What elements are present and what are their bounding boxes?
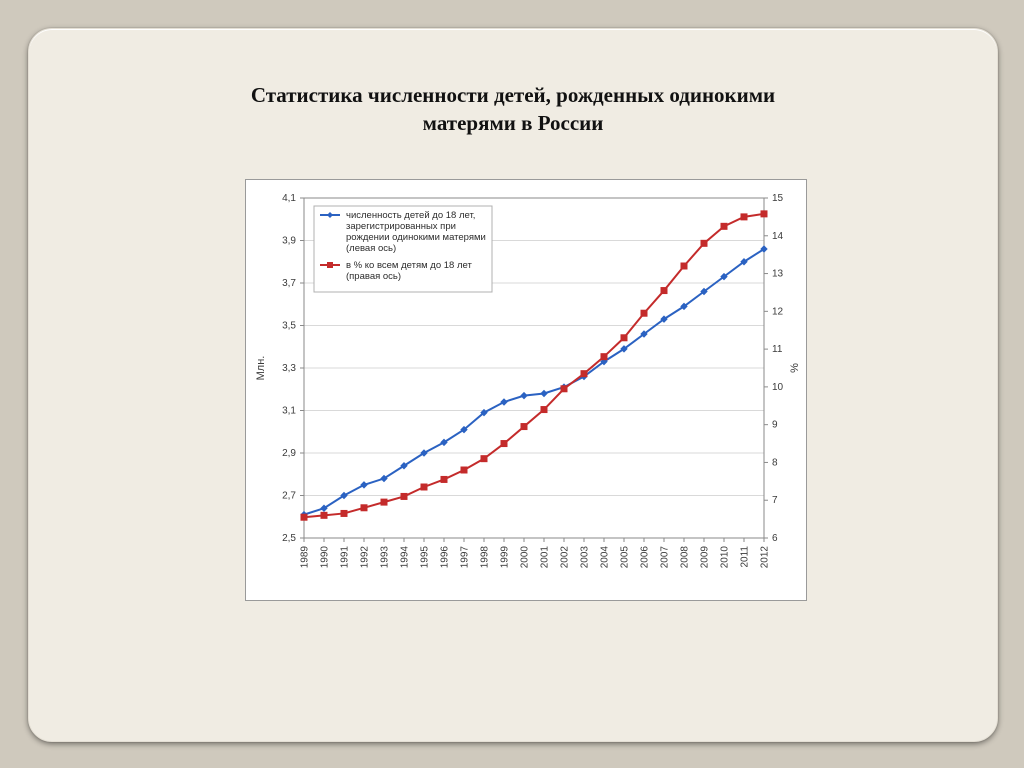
svg-text:1997: 1997 [460, 546, 471, 569]
line-chart: 2,5 2,7 2,9 3,1 3,3 3,5 3,7 3,9 4,1 6 7 8 9 10 11 12 13 1… [246, 180, 806, 600]
svg-text:зарегистрированных при: зарегистрированных при [346, 221, 456, 232]
svg-text:2009: 2009 [700, 546, 711, 569]
svg-text:6: 6 [772, 533, 778, 544]
svg-text:2,9: 2,9 [282, 448, 296, 459]
svg-text:2012: 2012 [760, 546, 771, 569]
svg-text:Млн.: Млн. [255, 356, 267, 381]
svg-text:3,5: 3,5 [282, 321, 296, 332]
svg-text:2,5: 2,5 [282, 533, 296, 544]
svg-text:2002: 2002 [560, 546, 571, 569]
svg-text:3,1: 3,1 [282, 406, 296, 417]
svg-text:1993: 1993 [380, 546, 391, 569]
svg-text:(левая ось): (левая ось) [346, 243, 396, 254]
title-line-1: Статистика численности детей, рожденных … [251, 83, 775, 107]
svg-text:13: 13 [772, 269, 784, 280]
svg-text:рождении одинокими матерями: рождении одинокими матерями [346, 232, 486, 243]
svg-text:12: 12 [772, 306, 784, 317]
svg-text:(правая ось): (правая ось) [346, 271, 401, 282]
svg-text:9: 9 [772, 420, 778, 431]
svg-text:2001: 2001 [540, 546, 551, 569]
svg-text:2007: 2007 [660, 546, 671, 569]
svg-text:1989: 1989 [300, 546, 311, 569]
slide-frame: Статистика численности детей, рожденных … [28, 28, 998, 742]
svg-text:1991: 1991 [340, 546, 351, 569]
svg-text:14: 14 [772, 231, 784, 242]
svg-text:2008: 2008 [680, 546, 691, 569]
svg-text:10: 10 [772, 382, 784, 393]
svg-text:15: 15 [772, 193, 784, 204]
svg-text:2006: 2006 [640, 546, 651, 569]
svg-text:3,3: 3,3 [282, 363, 296, 374]
svg-text:8: 8 [772, 457, 778, 468]
svg-text:1998: 1998 [480, 546, 491, 569]
svg-text:2003: 2003 [580, 546, 591, 569]
svg-text:%: % [789, 363, 801, 373]
svg-text:1992: 1992 [360, 546, 371, 569]
svg-text:численность детей до 18 лет,: численность детей до 18 лет, [346, 210, 475, 221]
svg-text:2005: 2005 [620, 546, 631, 569]
svg-text:1999: 1999 [500, 546, 511, 569]
svg-text:2000: 2000 [520, 546, 531, 569]
svg-text:2,7: 2,7 [282, 491, 296, 502]
svg-text:7: 7 [772, 495, 778, 506]
svg-text:3,7: 3,7 [282, 278, 296, 289]
svg-text:2004: 2004 [600, 546, 611, 569]
svg-text:1995: 1995 [420, 546, 431, 569]
svg-text:2011: 2011 [740, 546, 751, 568]
svg-text:1994: 1994 [400, 546, 411, 569]
svg-text:3,9: 3,9 [282, 236, 296, 247]
title-line-2: матерями в России [423, 111, 604, 135]
svg-text:11: 11 [772, 344, 783, 355]
chart-container: 2,5 2,7 2,9 3,1 3,3 3,5 3,7 3,9 4,1 6 7 8 9 10 11 12 13 1… [245, 179, 807, 601]
svg-text:1996: 1996 [440, 546, 451, 569]
svg-text:4,1: 4,1 [282, 193, 296, 204]
svg-text:в % ко всем детям до 18 лет: в % ко всем детям до 18 лет [346, 260, 472, 271]
svg-text:1990: 1990 [320, 546, 331, 569]
svg-text:2010: 2010 [720, 546, 731, 569]
slide-title: Статистика численности детей, рожденных … [29, 81, 997, 138]
